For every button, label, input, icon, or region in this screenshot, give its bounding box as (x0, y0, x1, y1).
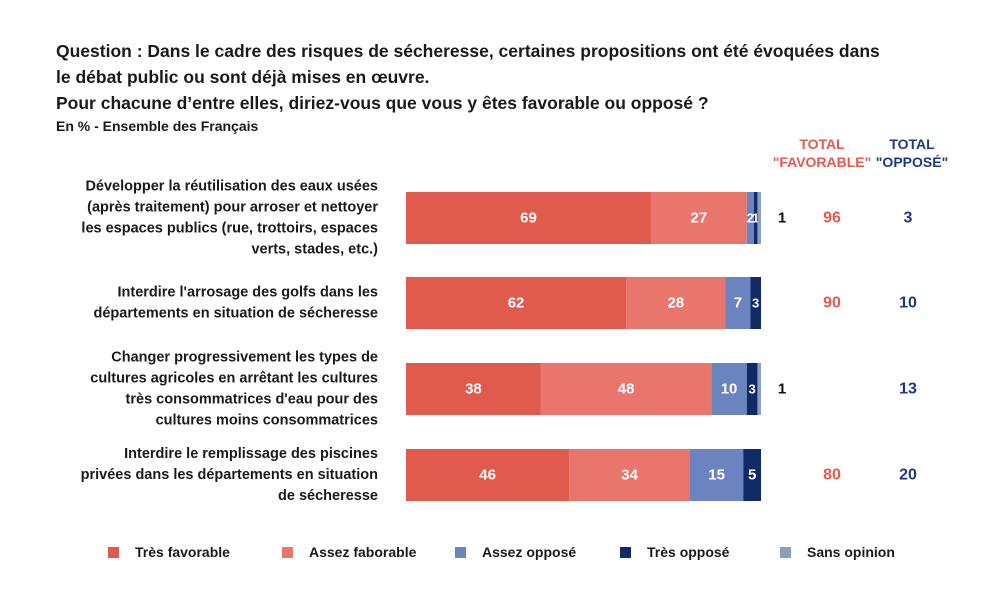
bar-segment-tres-oppose (746, 363, 758, 415)
bar-segment-tres-favorable (406, 363, 541, 415)
category-label: Interdire le remplissage des piscines (124, 446, 378, 462)
total-oppose-value: 10 (899, 295, 917, 312)
bar-segment-assez-oppose (711, 363, 747, 415)
data-label: 7 (734, 295, 742, 312)
legend-swatch (780, 546, 791, 558)
legend-swatch (108, 546, 119, 558)
bar-segment-tres-favorable (406, 192, 651, 244)
data-label: 27 (691, 210, 708, 227)
bar-segment-assez-oppose (746, 192, 754, 244)
legend-swatch (455, 546, 466, 558)
legend-item-sans-opinion: Sans opinion (780, 544, 895, 560)
bar-segment-tres-favorable (406, 449, 570, 501)
bar-segment-assez-favorable (540, 363, 712, 415)
category-label: départements en situation de sécheresse (94, 306, 378, 322)
data-label: 3 (749, 382, 756, 397)
bar-segment-assez-oppose (725, 277, 751, 329)
total-favorable-header: TOTAL "FAVORABLE" (772, 135, 872, 171)
question-line: le débat public ou sont déjà mises en œu… (56, 67, 430, 87)
category-label: cultures agricoles en arrêtant les cultu… (90, 371, 378, 387)
data-label: 34 (621, 467, 638, 484)
bar-segment-sans-opinion (757, 192, 761, 244)
data-label: 15 (708, 467, 725, 484)
legend-item-tres-favorable: Très favorable (108, 544, 230, 560)
bar-segment-assez-favorable (569, 449, 690, 501)
total-favorable-value: 96 (823, 210, 841, 227)
total-oppose-value: 20 (899, 467, 917, 484)
header-line: "OPPOSÉ" (875, 154, 949, 170)
bar-segment-sans-opinion (757, 363, 761, 415)
category-label: très consommatrices d'eau pour des (126, 392, 378, 408)
header-line: TOTAL (889, 136, 935, 152)
legend-swatch (620, 546, 631, 558)
subtitle: En % - Ensemble des Français (56, 118, 259, 134)
legend-label: Assez faborable (309, 544, 417, 560)
category-label: cultures moins consommatrices (156, 413, 378, 429)
data-label: 28 (667, 295, 684, 312)
category-label: (après traitement) pour arroser et netto… (87, 200, 378, 216)
data-label: 38 (465, 381, 482, 398)
question-line: Question : Dans le cadre des risques de … (56, 41, 880, 61)
bar-segment-tres-oppose (743, 449, 761, 501)
category-label: verts, stades, etc.) (251, 242, 378, 258)
bar-segment-tres-oppose (750, 277, 761, 329)
data-label: 48 (618, 381, 635, 398)
sans-opinion-label: 1 (778, 210, 786, 227)
legend-label: Très opposé (647, 544, 730, 560)
legend-item-assez-oppose: Assez opposé (455, 544, 576, 560)
bar-segment-tres-favorable (406, 277, 627, 329)
bar-segment-tres-oppose (753, 192, 758, 244)
question-line: Pour chacune d’entre elles, diriez-vous … (56, 93, 709, 113)
category-label: Interdire l'arrosage des golfs dans les (117, 285, 378, 301)
bar-segment-assez-favorable (650, 192, 747, 244)
data-label: 5 (748, 467, 756, 484)
category-label: Changer progressivement les types de (111, 350, 378, 366)
sans-opinion-label: 1 (778, 381, 786, 398)
header-line: "FAVORABLE" (772, 154, 872, 170)
category-label: les espaces publics (rue, trottoirs, esp… (81, 221, 378, 237)
data-label: 69 (520, 210, 537, 227)
total-favorable-value: 90 (823, 295, 841, 312)
legend-label: Assez opposé (482, 544, 577, 560)
category-label: Développer la réutilisation des eaux usé… (85, 179, 378, 195)
total-oppose-header: TOTAL "OPPOSÉ" (870, 135, 954, 171)
header-line: TOTAL (799, 136, 845, 152)
legend-label: Sans opinion (807, 544, 895, 560)
data-label: 2 (747, 211, 754, 226)
total-favorable-value: 80 (823, 467, 841, 484)
total-oppose-value: 3 (904, 210, 913, 227)
total-oppose-value: 13 (899, 381, 917, 398)
legend-item-tres-oppose: Très opposé (620, 544, 729, 560)
data-label: 10 (721, 381, 738, 398)
legend-item-assez-favorable: Assez faborable (282, 544, 416, 560)
data-label: 3 (752, 296, 759, 311)
question-text: Question : Dans le cadre des risques de … (56, 38, 946, 116)
category-label: de sécheresse (278, 488, 378, 504)
category-label: privées dans les départements en situati… (81, 467, 378, 483)
legend-label: Très favorable (135, 544, 230, 560)
data-label: 62 (508, 295, 525, 312)
bar-segment-assez-oppose (690, 449, 744, 501)
data-label: 46 (479, 467, 496, 484)
data-label: 1 (752, 211, 759, 226)
legend-swatch (282, 546, 293, 558)
bar-segment-assez-favorable (626, 277, 726, 329)
